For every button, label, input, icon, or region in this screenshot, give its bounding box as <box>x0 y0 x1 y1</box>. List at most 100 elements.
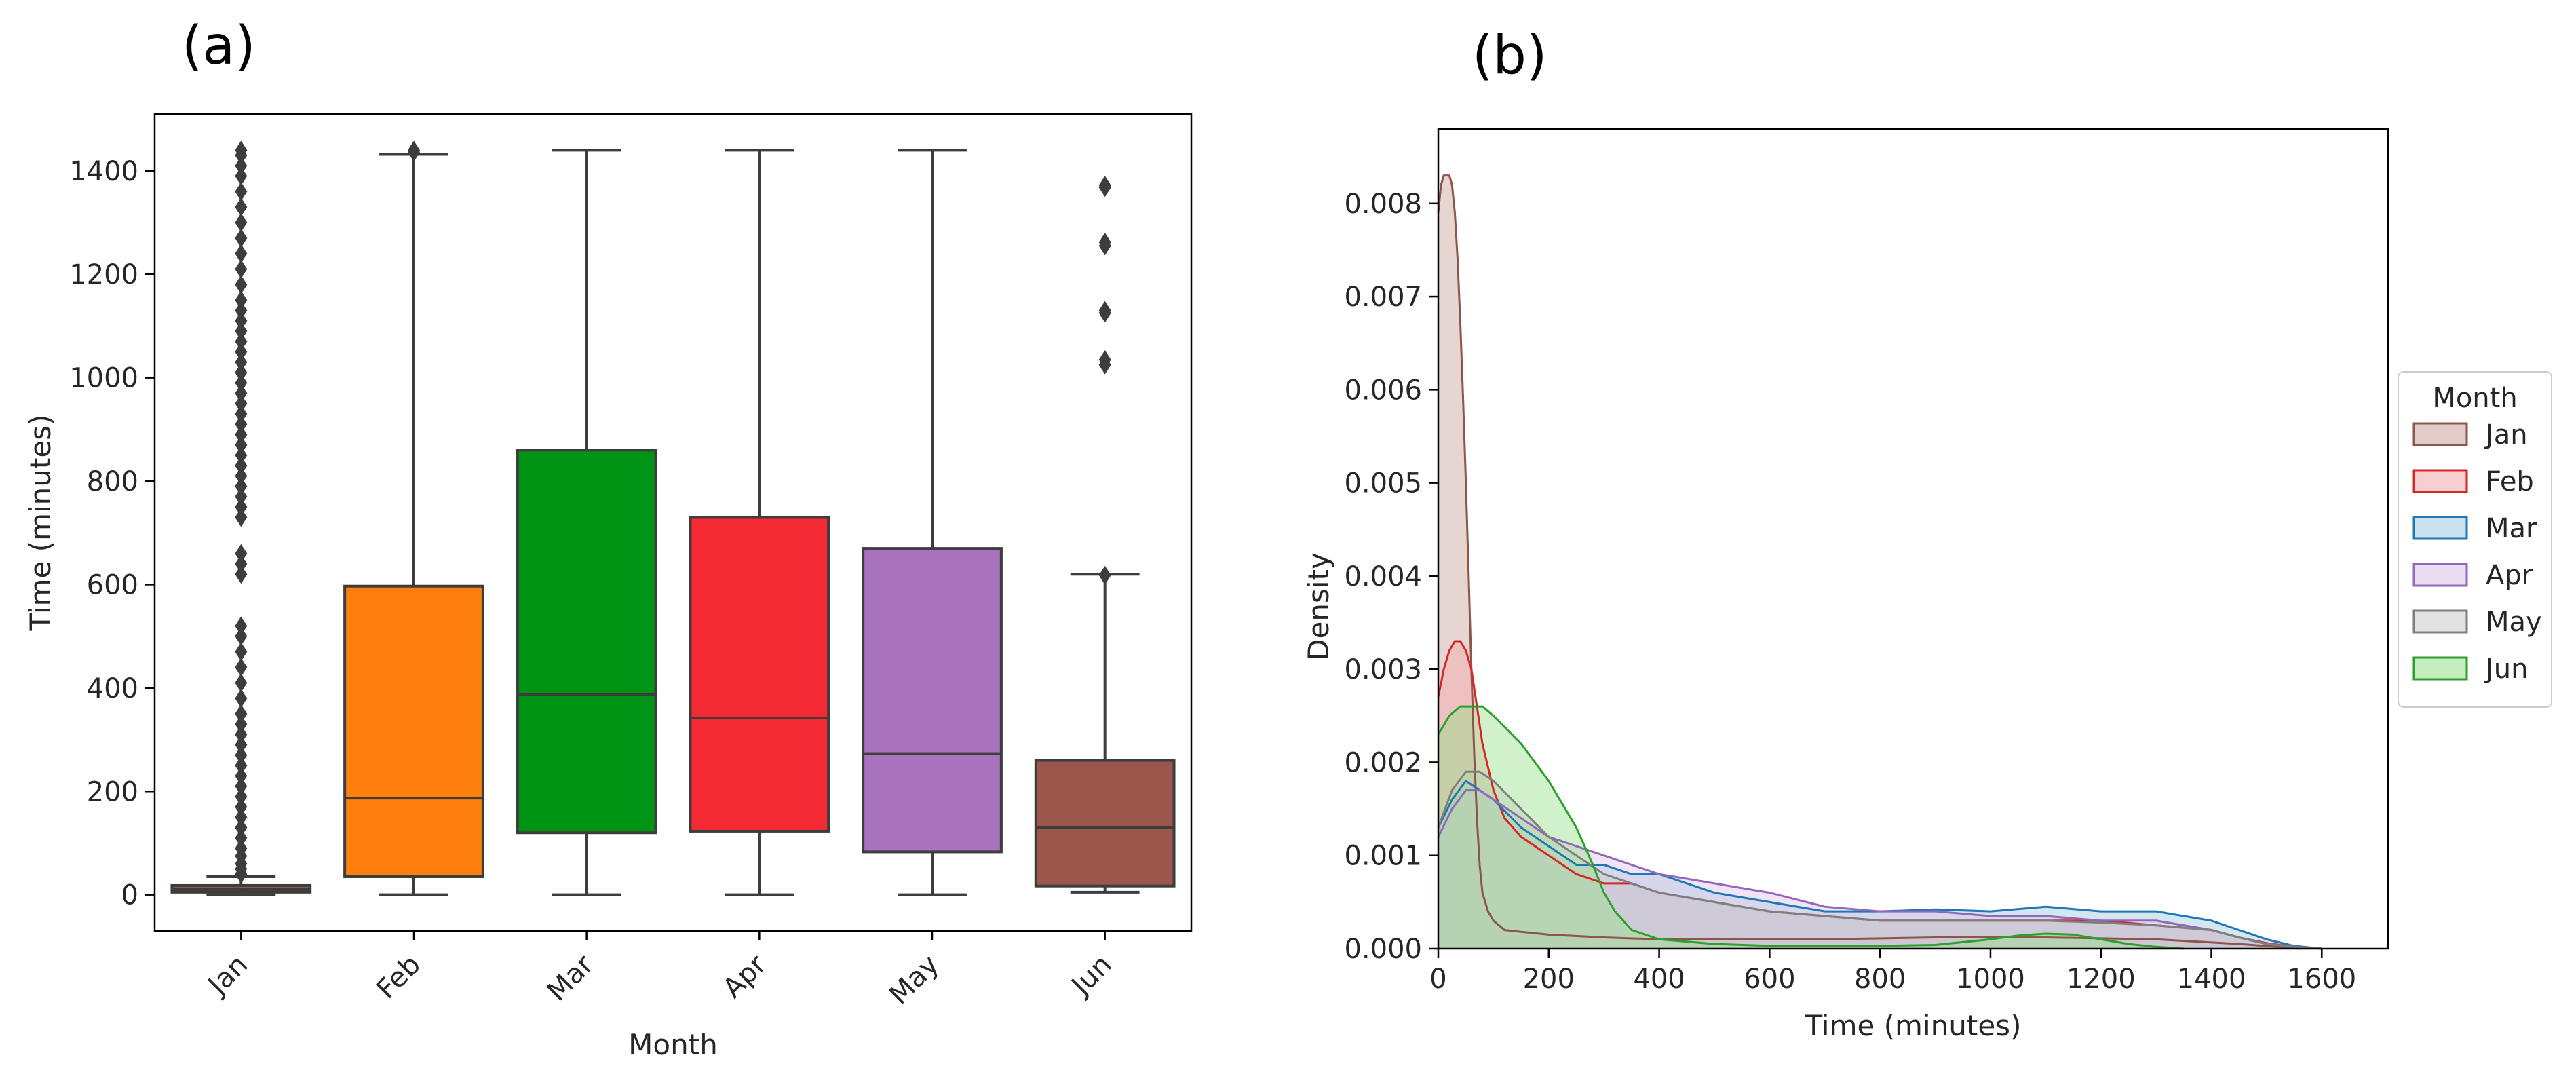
x-tick-label: 0 <box>1429 964 1446 995</box>
density-area-jun <box>1438 706 2184 949</box>
outlier-point <box>235 756 248 776</box>
legend-label: May <box>2486 607 2542 638</box>
legend-item-may: May <box>2412 607 2542 638</box>
outlier-point <box>235 786 248 806</box>
outlier-point <box>235 311 248 330</box>
y-axis-label: Time (minutes) <box>24 415 57 632</box>
outlier-point <box>235 352 248 372</box>
legend-item-mar: Mar <box>2412 513 2537 544</box>
density-plot-panel: 0.000 0.001 0.002 0.003 0.004 0.005 0.006 0.007… <box>1302 128 2552 1042</box>
box-body <box>862 547 1003 854</box>
outlier-point <box>235 456 248 476</box>
outlier-point <box>235 554 248 573</box>
outlier-point <box>235 197 248 217</box>
outlier-point <box>235 156 248 176</box>
box-body <box>343 584 484 878</box>
y-tick-label: 0.004 <box>1344 561 1422 592</box>
legend-swatch <box>2412 469 2468 493</box>
density-area-may <box>1438 772 2322 949</box>
outlier-point <box>235 332 248 351</box>
legend-swatch <box>2412 609 2468 634</box>
outlier-point <box>235 487 248 506</box>
x-tick-label: 400 <box>1633 964 1685 995</box>
outlier-point <box>235 766 248 786</box>
density-line-jun <box>1437 705 2184 950</box>
outlier-point <box>235 466 248 486</box>
outlier-point <box>235 228 248 248</box>
outlier-point <box>235 140 248 160</box>
x-tick-label: 1400 <box>2177 964 2246 995</box>
density-area-mar <box>1438 780 2322 949</box>
x-axis-label: Time (minutes) <box>1805 1009 2022 1042</box>
x-tick-label: 1000 <box>1956 964 2025 995</box>
outlier-point <box>235 828 248 848</box>
x-tick-label: 1200 <box>2066 964 2136 995</box>
y-tick-label: 0.000 <box>1344 934 1422 965</box>
panel-b-label: (b) <box>1472 25 1547 86</box>
outlier-point <box>235 673 248 693</box>
outlier-point <box>235 383 248 403</box>
outlier-point <box>235 415 248 434</box>
outlier-point <box>235 725 248 744</box>
outlier-point <box>235 839 248 858</box>
legend-swatch <box>2412 656 2468 681</box>
outlier-point <box>235 425 248 444</box>
outlier-point <box>235 735 248 755</box>
y-tick-label: 600 <box>87 569 138 601</box>
outlier-point <box>235 818 248 837</box>
density-line-mar <box>1437 779 2322 950</box>
legend-item-apr: Apr <box>2412 560 2533 591</box>
outlier-point <box>235 807 248 827</box>
box-mar <box>516 149 657 896</box>
y-tick-label: 0.005 <box>1344 468 1422 499</box>
outlier-point <box>235 544 248 563</box>
box-body <box>516 449 657 835</box>
outlier-point <box>235 373 248 393</box>
outlier-point <box>235 476 248 496</box>
outlier-point <box>235 275 248 294</box>
outlier-point <box>235 715 248 734</box>
outlier-point <box>235 445 248 465</box>
box-feb <box>343 140 484 896</box>
y-tick-label: 1200 <box>69 259 138 290</box>
legend-label: Feb <box>2486 466 2534 497</box>
y-tick-label: 0.002 <box>1344 747 1422 778</box>
legend-swatch <box>2412 563 2468 587</box>
y-tick-label: 1000 <box>69 363 138 394</box>
outlier-point <box>1098 565 1111 585</box>
x-tick-label: 200 <box>1523 964 1575 995</box>
density-line-jan <box>1437 174 2300 950</box>
y-tick-label: 0 <box>121 880 138 911</box>
outlier-point <box>235 642 248 662</box>
legend-title: Month <box>2432 383 2517 414</box>
y-tick-label: 400 <box>87 673 138 704</box>
outlier-point <box>235 259 248 279</box>
outlier-point <box>235 497 248 517</box>
legend-item-jun: Jun <box>2412 653 2529 685</box>
panel-a-label: (a) <box>182 16 256 77</box>
box-may <box>862 149 1003 896</box>
outlier-point <box>235 616 248 636</box>
outlier-point <box>235 182 248 202</box>
density-line-may <box>1437 770 2322 950</box>
box-jan <box>170 140 312 896</box>
outlier-point <box>235 508 248 527</box>
outlier-point <box>235 565 248 584</box>
legend-label: Mar <box>2486 513 2537 544</box>
box-body <box>1034 759 1176 888</box>
outlier-point <box>235 342 248 362</box>
density-area-feb <box>1438 641 2322 949</box>
outlier-point <box>235 322 248 341</box>
outlier-point <box>235 435 248 455</box>
outlier-point <box>235 704 248 723</box>
x-tick-label: 600 <box>1744 964 1795 995</box>
outlier-point <box>235 363 248 383</box>
box-jun <box>1034 176 1176 894</box>
outlier-point <box>235 404 248 423</box>
box-plot-frame <box>153 113 1193 932</box>
y-tick-label: 800 <box>87 466 138 497</box>
outlier-point <box>1098 301 1111 320</box>
y-tick-label: 0.006 <box>1344 375 1422 406</box>
legend-item-feb: Feb <box>2412 466 2534 497</box>
